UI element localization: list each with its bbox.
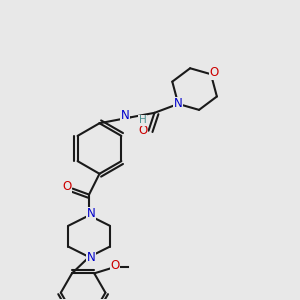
Text: H: H bbox=[139, 115, 146, 125]
Text: O: O bbox=[110, 260, 120, 272]
Text: N: N bbox=[174, 98, 183, 110]
Text: N: N bbox=[87, 251, 96, 264]
Text: N: N bbox=[120, 109, 129, 122]
Text: N: N bbox=[87, 207, 96, 220]
Text: O: O bbox=[139, 124, 148, 137]
Text: O: O bbox=[210, 66, 219, 79]
Text: O: O bbox=[62, 180, 71, 193]
